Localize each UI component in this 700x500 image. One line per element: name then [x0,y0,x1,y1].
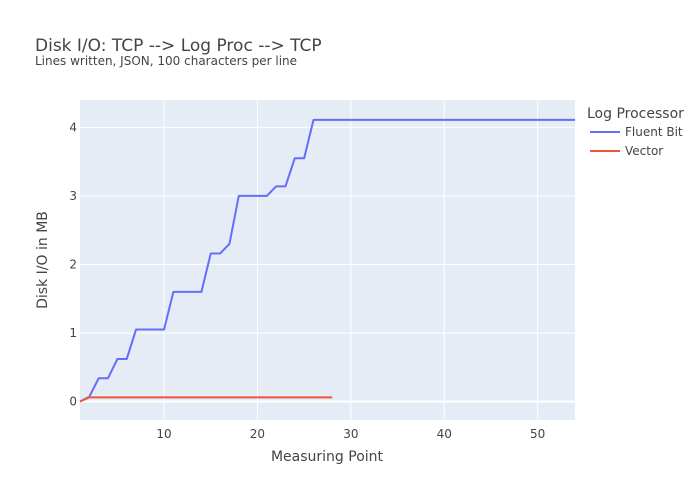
x-tick-label: 40 [437,427,452,441]
legend-label-vector: Vector [625,144,663,158]
y-axis-title: Disk I/O in MB [35,211,51,309]
series-line-fluent-bit [79,118,575,403]
y-tick-label: 2 [69,257,77,271]
y-tick-label: 3 [69,189,77,203]
tick-labels: 10 20 30 40 50 0 1 2 3 4 [69,120,545,441]
y-tick-label: 1 [69,326,77,340]
legend-label-fluent-bit: Fluent Bit [625,125,683,139]
series-lines [79,118,575,403]
x-axis-title: Measuring Point [271,449,384,465]
legend: Log Processor Fluent Bit Vector [587,106,684,158]
chart-title: Disk I/O: TCP --> Log Proc --> TCP [35,36,322,56]
chart-subtitle: Lines written, JSON, 100 characters per … [35,54,297,68]
x-tick-label: 20 [250,427,265,441]
grid [80,100,575,420]
x-tick-label: 10 [156,427,171,441]
series-line-vector [79,396,333,403]
plot-area [80,100,575,420]
legend-title: Log Processor [587,106,684,122]
x-tick-label: 30 [343,427,358,441]
y-tick-label: 0 [69,394,77,408]
y-tick-label: 4 [69,120,77,134]
x-tick-label: 50 [530,427,545,441]
